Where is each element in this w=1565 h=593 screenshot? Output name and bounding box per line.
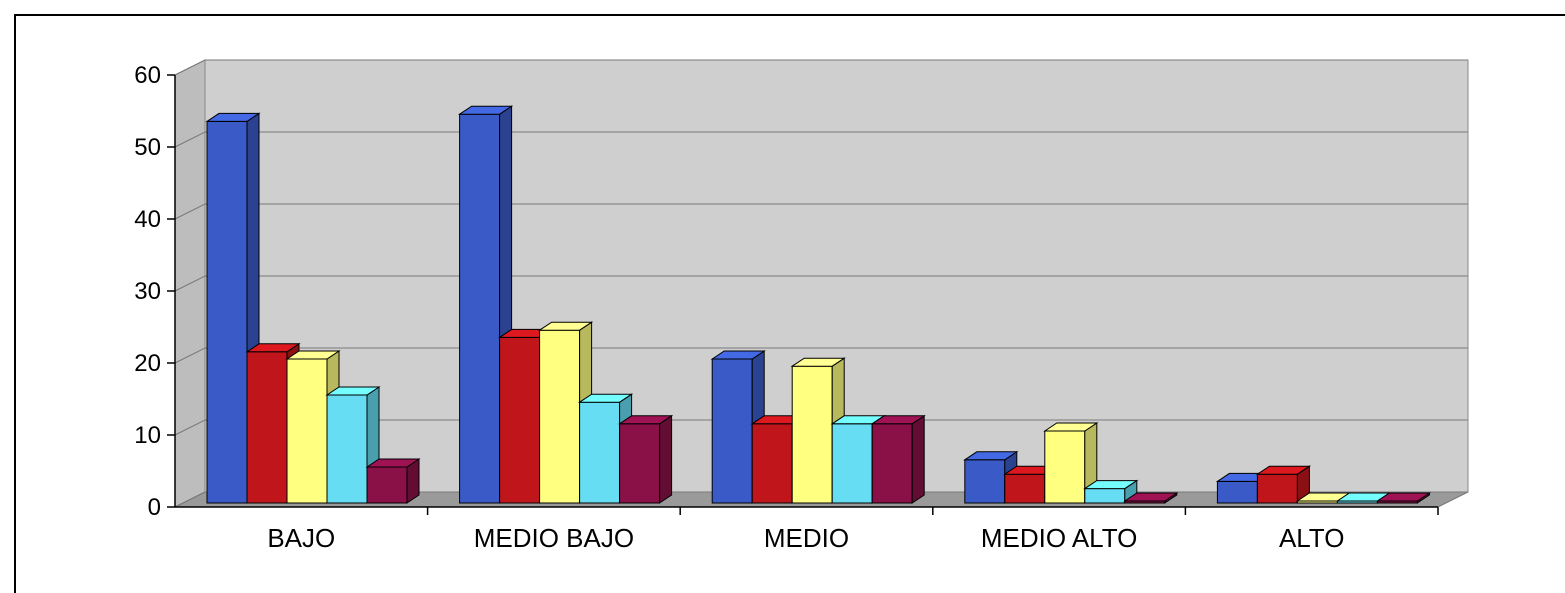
y-tick-label: 0 <box>148 494 161 521</box>
category-label: MEDIO BAJO <box>474 523 634 553</box>
bar <box>1123 492 1179 504</box>
bar <box>457 105 514 504</box>
bar <box>365 458 421 504</box>
bar-top <box>963 451 1019 461</box>
bars <box>205 105 1432 504</box>
bar <box>1375 492 1432 504</box>
bar-top <box>285 350 341 360</box>
bar-front <box>1044 430 1086 504</box>
bar-top <box>457 105 514 115</box>
category-label: MEDIO ALTO <box>981 523 1138 553</box>
y-tick-label: 20 <box>134 350 161 377</box>
bar-front <box>831 423 873 504</box>
axes <box>167 74 1439 515</box>
gridline <box>174 131 1468 148</box>
bar-front <box>619 423 661 504</box>
y-tick-label: 30 <box>134 278 161 305</box>
bar <box>1083 479 1139 504</box>
bar-top <box>1083 480 1139 490</box>
y-tick-label: 10 <box>134 422 161 449</box>
bar <box>617 414 674 504</box>
bar <box>870 414 926 504</box>
bar-front <box>326 394 368 504</box>
bar-top <box>710 350 766 360</box>
gridline <box>174 275 1468 292</box>
bar-top <box>1123 492 1179 502</box>
gridline <box>174 203 1468 220</box>
bar-side <box>659 414 673 504</box>
bar-front <box>964 459 1006 504</box>
bar-top <box>365 458 421 468</box>
bar-top <box>1043 422 1099 432</box>
bar-front <box>286 358 328 504</box>
y-tick-label: 60 <box>134 62 161 89</box>
bar <box>1043 422 1099 504</box>
bar-front <box>1084 488 1126 504</box>
bar-top <box>617 415 674 425</box>
bar-front <box>246 351 288 504</box>
bar-front <box>711 358 753 504</box>
bar-front <box>499 336 541 504</box>
bar-top <box>1375 492 1432 502</box>
bar-top <box>1255 465 1312 475</box>
bar-top <box>870 415 926 425</box>
gridline <box>174 419 1468 436</box>
gridline <box>174 347 1468 364</box>
bar-front <box>1256 473 1298 504</box>
bar-front <box>1216 480 1258 504</box>
bar-top <box>790 357 846 367</box>
chart-frame <box>14 14 1565 593</box>
bar-front <box>751 423 793 504</box>
gridline <box>174 59 1468 76</box>
bar-front <box>871 423 913 504</box>
bar-front <box>366 466 408 504</box>
category-label: ALTO <box>1279 523 1345 553</box>
bar-top <box>245 343 301 353</box>
y-tick-label: 40 <box>134 206 161 233</box>
bar-top <box>205 112 261 122</box>
category-label: MEDIO <box>764 523 849 553</box>
bar-front <box>791 365 833 504</box>
category-labels: BAJO MEDIO BAJO MEDIO MEDIO ALTO ALTO <box>267 523 1344 553</box>
y-tick-label: 50 <box>134 134 161 161</box>
bar-top <box>577 393 634 403</box>
category-label: BAJO <box>267 523 335 553</box>
bar-top <box>325 386 381 396</box>
bar-top <box>537 321 594 331</box>
y-tick-labels: 0 10 20 30 40 50 60 <box>134 62 161 521</box>
bar-front <box>206 120 248 504</box>
bar-front <box>459 113 501 504</box>
bar-front <box>539 329 581 504</box>
bar-side <box>911 414 925 504</box>
bar <box>1255 465 1312 504</box>
bar-front <box>1004 473 1046 504</box>
bar-front <box>579 401 621 504</box>
